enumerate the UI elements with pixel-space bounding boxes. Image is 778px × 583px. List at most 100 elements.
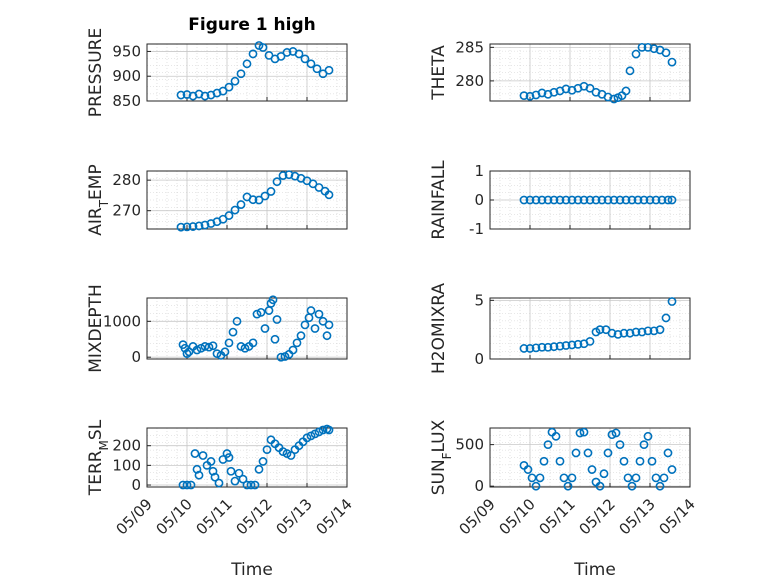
data-point [224, 211, 234, 220]
data-point [182, 480, 192, 490]
data-point [272, 315, 282, 324]
data-point [639, 195, 649, 205]
data-point [613, 329, 623, 339]
data-point [619, 456, 629, 466]
data-point [549, 87, 559, 97]
data-point [561, 84, 571, 94]
y-axis-label: THETA [429, 45, 449, 101]
data-point [539, 456, 549, 466]
data-point [312, 64, 322, 74]
data-point [649, 44, 659, 54]
data-point [595, 481, 605, 491]
data-point [242, 480, 252, 490]
data-point [525, 91, 535, 101]
data-point [284, 170, 294, 180]
data-point [645, 195, 655, 205]
y-axis-label: MIXDEPTH [86, 284, 106, 373]
data-point [176, 222, 186, 232]
data-point [254, 464, 264, 474]
data-point [266, 187, 276, 196]
data-point [194, 470, 204, 480]
data-point [258, 457, 268, 466]
data-point [619, 328, 629, 338]
data-point [226, 466, 236, 476]
axes-box [146, 170, 348, 230]
data-point [657, 195, 667, 205]
data-point [571, 448, 581, 458]
data-point [587, 465, 597, 474]
data-point [609, 94, 619, 104]
data-point [190, 449, 200, 458]
data-point [224, 453, 234, 462]
y-tick-label: 1 [474, 162, 484, 180]
data-point [296, 331, 306, 341]
data-point [300, 320, 310, 330]
data-point [318, 425, 328, 435]
data-point [220, 347, 230, 357]
data-point [627, 481, 637, 491]
data-point [625, 328, 635, 338]
data-point [663, 195, 673, 205]
data-point [531, 481, 541, 491]
data-point [230, 76, 240, 86]
data-point [649, 326, 659, 336]
data-point [611, 428, 621, 438]
y-tick-label: 280 [455, 72, 484, 90]
data-point [567, 473, 577, 483]
data-point [667, 57, 677, 67]
data-point [543, 342, 553, 352]
data-point [248, 49, 258, 59]
data-point [583, 448, 593, 458]
data-point [519, 344, 529, 353]
data-point [655, 481, 665, 491]
x-tick-label: 05/11 [193, 495, 236, 538]
y-tick-label: 900 [112, 67, 141, 85]
x-axis-label-left: Time [230, 560, 273, 580]
y-tick-label: 270 [112, 202, 141, 220]
y-tick-label: -1 [469, 220, 484, 238]
x-tick-label: 05/09 [113, 495, 156, 538]
data-point [551, 431, 561, 441]
data-point [306, 306, 316, 315]
data-point [633, 195, 643, 205]
x-tick-label: 05/13 [616, 495, 659, 538]
data-point [282, 48, 292, 57]
data-point [623, 473, 633, 483]
data-point [525, 195, 535, 205]
y-axis-label: H2OMIXRA [429, 283, 449, 374]
y-tick-label: 850 [112, 92, 141, 110]
data-point [603, 448, 613, 458]
subplot-sunflux: 0 500SUNFLUX05/0905/1005/1105/1205/1305/1… [429, 419, 699, 538]
data-point [661, 313, 671, 323]
data-point [643, 431, 653, 441]
data-point [200, 342, 210, 351]
data-point [635, 456, 645, 466]
y-axis-label: AIRTEMP [86, 164, 111, 235]
y-axis-label: TERRMSL [86, 419, 111, 496]
data-point [549, 342, 559, 352]
subplot-pressure: 850 900 950 PRESSURE [86, 28, 348, 117]
data-point [186, 480, 196, 490]
figure-title: Figure 1 high [188, 15, 316, 35]
data-point [194, 221, 204, 231]
data-point [224, 338, 234, 348]
y-tick-label: 0 [474, 477, 484, 495]
data-point [228, 327, 238, 337]
data-point [218, 86, 228, 96]
axes-box [489, 43, 691, 102]
data-point [567, 195, 577, 205]
data-point [595, 325, 605, 335]
data-point [563, 481, 573, 491]
data-point [607, 328, 617, 338]
data-point [573, 339, 583, 349]
y-tick-label: 500 [455, 436, 484, 454]
data-point [585, 195, 595, 205]
data-point [256, 307, 266, 317]
data-point [631, 49, 641, 59]
data-point [248, 195, 258, 205]
data-point [643, 326, 653, 336]
data-point [286, 451, 296, 460]
